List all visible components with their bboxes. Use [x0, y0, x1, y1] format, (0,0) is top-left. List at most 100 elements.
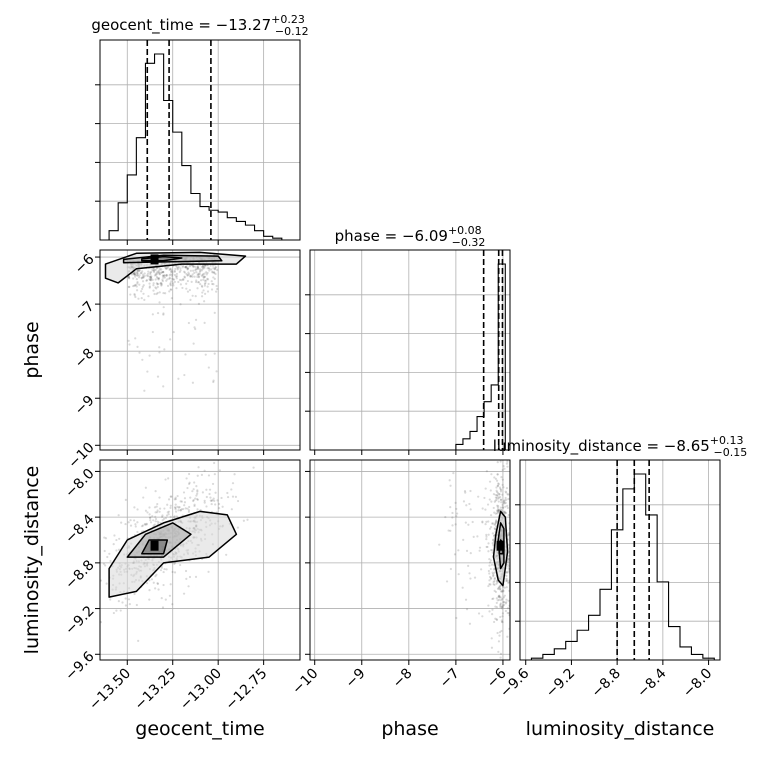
scatter-point: [152, 581, 155, 584]
scatter-point: [200, 284, 203, 287]
scatter-point: [169, 515, 172, 518]
scatter-point: [487, 533, 490, 536]
scatter-point: [503, 600, 506, 604]
scatter-point: [445, 580, 449, 583]
scatter-point: [153, 523, 156, 526]
x-tick-label: −13.25: [132, 666, 180, 714]
scatter-point: [138, 274, 141, 277]
scatter-point: [499, 604, 502, 607]
scatter-point: [179, 283, 182, 286]
scatter-point: [176, 494, 179, 498]
scatter-point: [212, 276, 215, 279]
scatter-point: [135, 289, 139, 292]
scatter-point: [154, 511, 157, 514]
scatter-point: [503, 510, 506, 514]
scatter-point: [497, 640, 501, 643]
scatter-point: [153, 506, 157, 509]
scatter-point: [497, 505, 500, 508]
scatter-point: [499, 602, 502, 605]
scatter-point: [498, 596, 501, 599]
scatter-point: [202, 265, 205, 268]
scatter-point: [180, 508, 183, 511]
scatter-point: [497, 497, 500, 500]
title-luminosity_distance: luminosity_distance = −8.65+0.13 −0.15: [493, 434, 747, 459]
scatter-point: [196, 273, 199, 277]
scatter-point: [469, 552, 472, 555]
scatter-point: [515, 481, 517, 483]
scatter-point: [494, 512, 497, 515]
scatter-point: [497, 509, 500, 512]
scatter-point: [109, 559, 112, 563]
x-tick-label: −13.00: [177, 666, 225, 714]
scatter-point: [493, 527, 496, 530]
scatter-point: [203, 282, 207, 286]
scatter-point: [505, 487, 509, 490]
scatter-point: [495, 597, 498, 600]
scatter-point: [135, 278, 138, 281]
scatter-point: [137, 269, 141, 272]
scatter-point: [167, 477, 170, 480]
scatter-point: [469, 489, 472, 493]
scatter-point: [494, 477, 497, 480]
scatter-point: [148, 286, 151, 289]
scatter-point: [491, 522, 495, 525]
scatter-point: [507, 557, 510, 560]
scatter-point: [152, 524, 155, 527]
scatter-point: [497, 511, 500, 514]
scatter-point: [165, 267, 168, 270]
scatter-point: [183, 271, 186, 274]
scatter-point: [493, 589, 496, 592]
title-phase: phase = −6.09+0.08 −0.32: [335, 224, 486, 249]
scatter-point: [156, 502, 159, 506]
scatter-point: [203, 300, 206, 303]
scatter-point: [145, 279, 148, 282]
scatter-point: [501, 483, 504, 486]
scatter-point: [192, 269, 195, 272]
scatter-point: [175, 287, 178, 290]
scatter-point: [494, 617, 497, 620]
scatter-point: [511, 558, 513, 560]
scatter-point: [133, 272, 136, 275]
scatter-point: [151, 515, 154, 518]
title-geocent_time-main: geocent_time = −13.27: [91, 16, 271, 35]
scatter-point: [492, 620, 496, 624]
scatter-point: [506, 635, 509, 638]
scatter-point: [142, 496, 145, 499]
scatter-point: [501, 604, 504, 607]
panel-frame: [309, 459, 511, 661]
scatter-point: [499, 460, 502, 463]
scatter-point: [171, 271, 174, 274]
scatter-point: [188, 265, 191, 268]
scatter-point: [157, 277, 161, 280]
scatter-point: [207, 366, 210, 369]
scatter-point: [498, 588, 502, 591]
scatter-point: [454, 523, 457, 526]
scatter-point: [206, 290, 210, 293]
scatter-point: [75, 594, 77, 596]
scatter-point: [149, 275, 153, 279]
scatter-point: [494, 521, 497, 524]
scatter-point: [147, 270, 150, 273]
scatter-point: [152, 282, 155, 285]
scatter-point: [162, 274, 165, 278]
scatter-point: [503, 511, 506, 514]
scatter-point: [492, 572, 495, 575]
scatter-point: [186, 274, 189, 277]
scatter-point: [141, 287, 144, 291]
scatter-point: [194, 269, 197, 272]
scatter-point: [189, 298, 192, 301]
scatter-point: [138, 351, 141, 354]
scatter-point: [497, 492, 500, 495]
scatter-point: [461, 586, 464, 589]
scatter-point: [209, 264, 212, 267]
scatter-point: [186, 486, 189, 490]
scatter-point: [133, 294, 136, 297]
scatter-point: [141, 270, 144, 273]
scatter-point: [205, 279, 208, 282]
scatter-point: [169, 273, 172, 276]
scatter-point: [491, 571, 494, 574]
scatter-point: [506, 506, 509, 510]
scatter-point: [155, 573, 158, 576]
scatter-point: [127, 275, 131, 278]
scatter-point: [158, 510, 161, 513]
